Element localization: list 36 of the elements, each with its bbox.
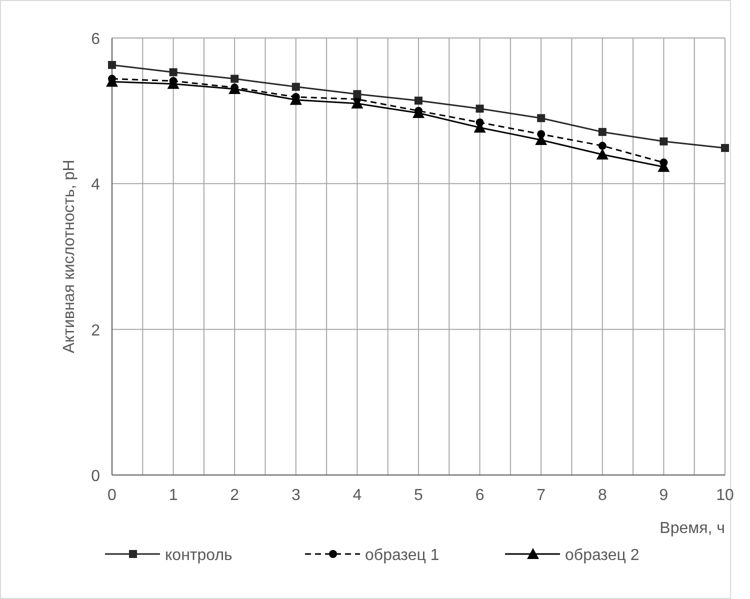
legend-label: образец 2: [565, 547, 640, 564]
x-tick-label: 2: [230, 487, 240, 504]
x-tick-label: 8: [598, 487, 607, 504]
point: [353, 90, 362, 98]
point: [537, 114, 546, 122]
point: [598, 142, 606, 150]
x-tick-label: 1: [168, 487, 178, 504]
point: [414, 96, 422, 105]
x-tick-label: 7: [536, 487, 546, 504]
x-tick-label: 5: [414, 487, 424, 504]
point: [230, 74, 239, 83]
y-axis-title: Активная кислотность, pH: [61, 160, 78, 354]
y-tick-label: 6: [91, 31, 100, 48]
point: [476, 104, 484, 113]
point: [537, 130, 546, 138]
point: [169, 68, 178, 76]
point: [660, 158, 668, 167]
point: [108, 60, 116, 69]
point: [596, 148, 608, 160]
point: [721, 144, 729, 152]
x-tick-label: 6: [475, 487, 484, 504]
x-axis-title: Время, ч: [660, 520, 725, 537]
legend-label: контроль: [165, 547, 232, 564]
x-tick-label: 0: [108, 487, 117, 504]
point: [598, 128, 606, 136]
y-tick-label: 4: [91, 176, 100, 194]
point: [660, 137, 668, 146]
x-tick-label: 9: [659, 487, 668, 504]
y-tick-label: 2: [91, 322, 100, 340]
x-tick-label: 10: [716, 487, 734, 504]
point: [476, 118, 484, 126]
x-tick-label: 3: [291, 487, 300, 504]
legend-label: образец 1: [365, 547, 440, 564]
y-tick-label: 0: [91, 468, 100, 485]
point: [292, 82, 300, 91]
x-tick-label: 4: [352, 487, 362, 504]
